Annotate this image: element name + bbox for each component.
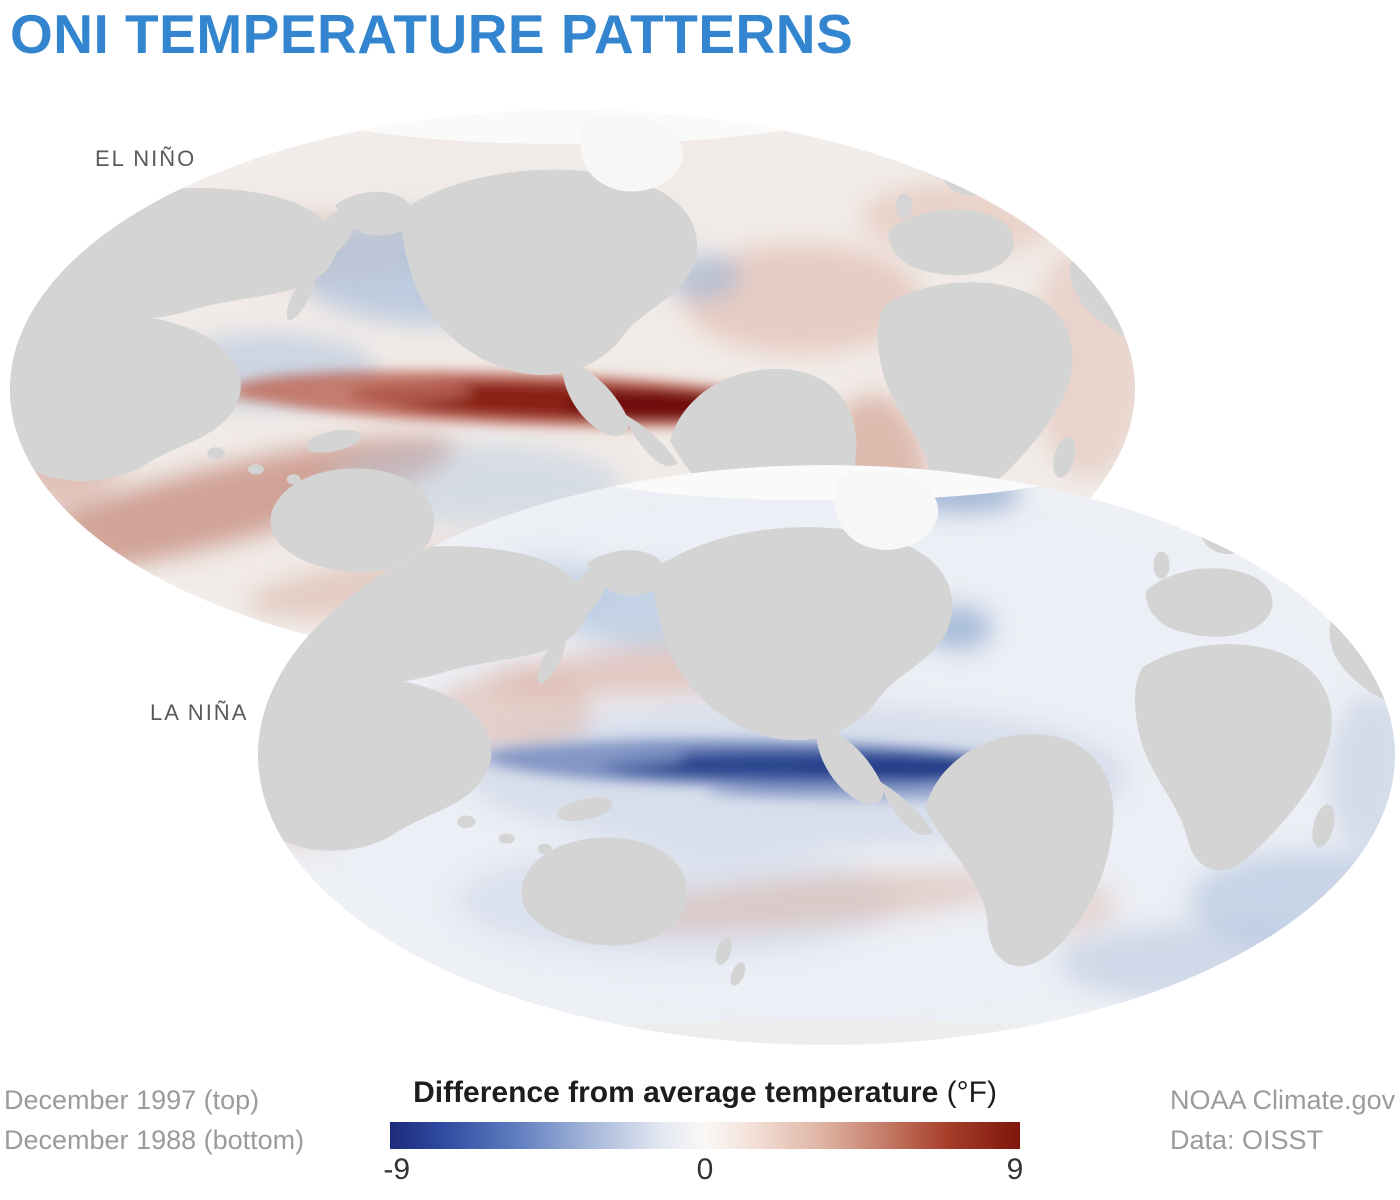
- legend-title-unit: (°F): [946, 1076, 997, 1109]
- legend-title: Difference from average temperature (°F): [390, 1076, 1020, 1110]
- el-nino-label: EL NIÑO: [95, 146, 197, 171]
- tick-mid: 0: [696, 1153, 714, 1186]
- date-line-bottom: December 1988 (bottom): [4, 1125, 305, 1155]
- colorbar-legend: Difference from average temperature (°F)…: [383, 1076, 1023, 1195]
- colorbar-ticks: -9 0 9: [383, 1153, 1023, 1195]
- source-line-data: Data: OISST: [1170, 1125, 1324, 1155]
- la-nina-label: LA NIÑA: [150, 700, 249, 725]
- footer-source: NOAA Climate.gov Data: OISST: [1170, 1080, 1395, 1160]
- footer-dates: December 1997 (top) December 1988 (botto…: [4, 1080, 304, 1160]
- la-nina-map: [253, 463, 1400, 1047]
- legend-title-text: Difference from average temperature: [413, 1076, 939, 1109]
- source-line-noaa: NOAA Climate.gov: [1170, 1085, 1396, 1115]
- tick-max: 9: [1006, 1153, 1024, 1186]
- tick-min: -9: [383, 1153, 411, 1186]
- page-title: ONI TEMPERATURE PATTERNS: [10, 3, 854, 65]
- el-nino-equatorial-warm-band: [214, 371, 812, 428]
- la-nina-globe-svg: [258, 465, 1395, 1045]
- date-line-top: December 1997 (top): [4, 1085, 260, 1115]
- colorbar-gradient: [390, 1122, 1020, 1149]
